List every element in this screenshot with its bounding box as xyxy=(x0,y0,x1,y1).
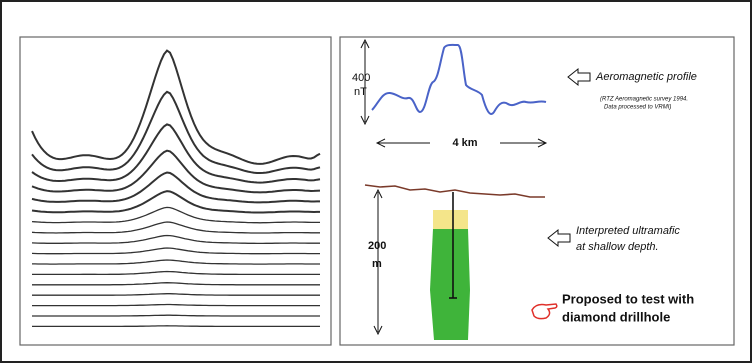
profile-line xyxy=(31,206,320,224)
pointing-hand-icon xyxy=(531,303,558,320)
profile-line xyxy=(31,49,321,165)
proposal-text: Proposed to test with xyxy=(562,291,694,306)
profile-line xyxy=(32,270,320,276)
ultramafic-body xyxy=(430,229,470,340)
hollow-arrow xyxy=(547,228,571,248)
distance-label: 4 km xyxy=(452,137,477,149)
scale-arrows xyxy=(360,38,370,126)
interpretation-text: Interpreted ultramafic xyxy=(576,225,680,237)
profile-line xyxy=(32,314,320,317)
depth-arrows xyxy=(373,188,383,336)
profile-line xyxy=(32,259,320,265)
profile-line xyxy=(31,171,320,204)
distance-arrowheads xyxy=(375,138,548,148)
interpretation-text: at shallow depth. xyxy=(576,241,659,253)
hollow-arrow xyxy=(567,67,591,87)
profile-line xyxy=(31,247,320,255)
profile-line xyxy=(32,325,320,328)
proposal-text: diamond drillhole xyxy=(562,309,670,324)
depth-value: 200 xyxy=(368,240,386,252)
profile-line xyxy=(31,190,320,214)
depth-unit: m xyxy=(372,258,382,270)
ground-surface xyxy=(364,184,545,198)
profile-line xyxy=(31,149,321,194)
scale-unit: nT xyxy=(354,86,367,98)
right-panel xyxy=(339,36,735,346)
scale-value: 400 xyxy=(352,72,370,84)
weathered-cap xyxy=(433,210,468,229)
profile-line xyxy=(31,90,321,174)
profile-line xyxy=(31,221,320,234)
aeromagnetic-curve xyxy=(371,43,547,115)
stacked-profiles xyxy=(31,49,321,328)
profile-line xyxy=(32,303,320,307)
profile-label: Aeromagnetic profile xyxy=(595,71,697,83)
source-line: (RTZ Aeromagnetic survey 1994. xyxy=(600,97,688,103)
profile-line xyxy=(31,234,320,245)
profile-line xyxy=(32,293,320,296)
profile-line xyxy=(32,282,320,286)
profile-line xyxy=(31,123,321,184)
source-line: Data processed to VRMI) xyxy=(604,105,671,111)
